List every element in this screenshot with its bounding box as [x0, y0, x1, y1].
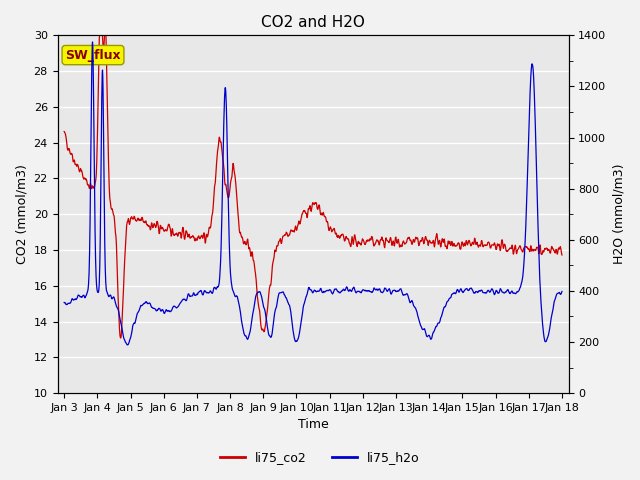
Legend: li75_co2, li75_h2o: li75_co2, li75_h2o [215, 446, 425, 469]
Y-axis label: H2O (mmol/m3): H2O (mmol/m3) [612, 164, 625, 264]
X-axis label: Time: Time [298, 419, 328, 432]
Y-axis label: CO2 (mmol/m3): CO2 (mmol/m3) [15, 164, 28, 264]
Title: CO2 and H2O: CO2 and H2O [261, 15, 365, 30]
Text: SW_flux: SW_flux [65, 48, 121, 61]
